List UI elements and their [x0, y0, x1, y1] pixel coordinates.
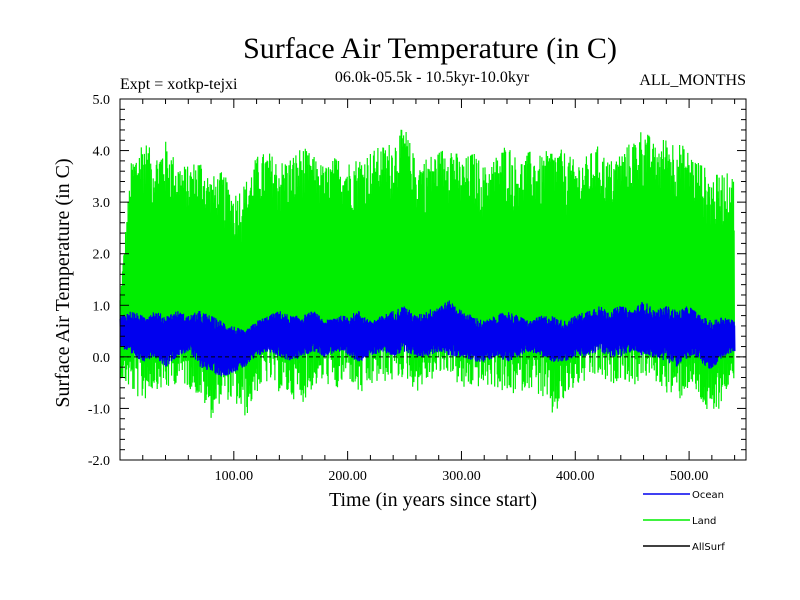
experiment-label: Expt = xotkp-tejxi: [120, 76, 238, 93]
y-axis-label: Surface Air Temperature (in C): [52, 158, 74, 407]
x-tick-label: 400.00: [556, 469, 595, 484]
y-tick-label: 4.0: [93, 145, 111, 160]
series-land: [119, 129, 736, 418]
y-axis: -2.0 -1.0 0.0 1.0 2.0 3.0 4.0 5.0: [88, 93, 746, 469]
x-axis: 100.00 200.00 300.00 400.00 500.00: [142, 99, 736, 484]
y-tick-label: 2.0: [93, 248, 111, 263]
x-tick-label: 500.00: [670, 469, 709, 484]
series-ocean-line: [119, 300, 736, 377]
y-tick-label: -2.0: [88, 454, 110, 469]
period-label: 06.0k-05.5k - 10.5kyr-10.0kyr: [335, 69, 530, 86]
legend: Ocean Land AllSurf: [643, 490, 725, 553]
legend-allsurf-label: AllSurf: [692, 542, 725, 553]
x-tick-label: 300.00: [442, 469, 481, 484]
y-tick-label: 0.0: [93, 351, 111, 366]
series-land-line: [119, 129, 736, 418]
plot-frame: [119, 98, 747, 461]
series-ocean: [119, 300, 736, 377]
y-tick-label: -1.0: [88, 402, 110, 417]
y-tick-label: 1.0: [93, 299, 111, 314]
x-tick-label: 200.00: [328, 469, 367, 484]
legend-ocean-label: Ocean: [692, 490, 724, 501]
x-axis-label: Time (in years since start): [329, 489, 537, 511]
x-tick-label: 100.00: [215, 469, 254, 484]
y-tick-label: 5.0: [93, 93, 111, 108]
legend-land-label: Land: [692, 516, 716, 527]
months-label: ALL_MONTHS: [639, 72, 746, 89]
chart-title: Surface Air Temperature (in C): [243, 32, 617, 65]
y-tick-label: 3.0: [93, 196, 111, 211]
